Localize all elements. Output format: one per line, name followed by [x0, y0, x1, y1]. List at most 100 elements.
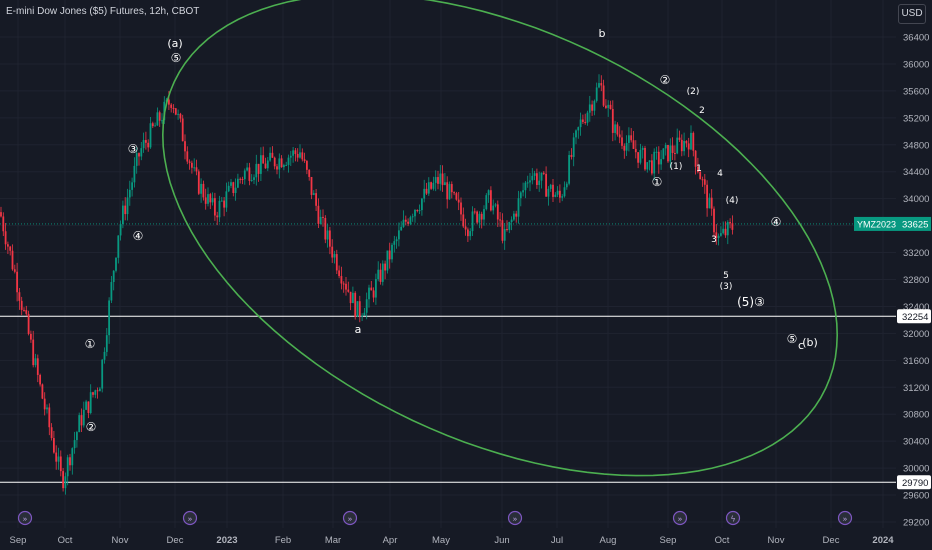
- candle-body: [395, 239, 398, 242]
- candle-body: [446, 182, 449, 200]
- candle-body: [598, 83, 600, 88]
- candle-body: [568, 155, 570, 184]
- candle-body: [570, 155, 573, 157]
- events-icon[interactable]: [342, 510, 358, 526]
- candle-body: [398, 230, 400, 240]
- candle-body: [499, 219, 501, 221]
- candle-body: [685, 140, 688, 144]
- candle-body: [713, 208, 715, 233]
- candle-body: [103, 351, 106, 360]
- candle-body: [616, 124, 619, 135]
- events-icon[interactable]: [672, 510, 688, 526]
- candle-body: [172, 107, 175, 109]
- candle-body: [411, 216, 414, 218]
- events-icon[interactable]: [837, 510, 853, 526]
- grid: [0, 0, 896, 528]
- candle-body: [349, 291, 352, 304]
- events-icon[interactable]: [17, 510, 33, 526]
- candle-body: [87, 401, 90, 413]
- wave-label: ①: [652, 175, 663, 189]
- candle-body: [404, 219, 407, 222]
- candle-body: [352, 292, 354, 304]
- candle-body: [280, 158, 283, 168]
- candle-body: [448, 184, 451, 200]
- candle-body: [112, 270, 115, 283]
- candle-body: [197, 171, 200, 194]
- candle-body: [345, 283, 347, 290]
- candle-body: [667, 144, 669, 162]
- candle-body: [184, 141, 186, 152]
- events-icon-glyph: »: [513, 515, 518, 524]
- candle-body: [664, 144, 667, 149]
- candle-body: [94, 390, 97, 395]
- candle-body: [416, 209, 419, 211]
- candle-body: [53, 438, 55, 453]
- candle-body: [565, 183, 568, 188]
- candle-body: [522, 190, 524, 193]
- candle-body: [257, 163, 260, 174]
- candle-body: [368, 287, 370, 300]
- candle-body: [246, 167, 248, 171]
- candle-body: [577, 127, 580, 131]
- events-icon[interactable]: [182, 510, 198, 526]
- candle-body: [365, 299, 368, 313]
- candle-body: [450, 184, 453, 193]
- last-price-tag: [897, 216, 931, 231]
- wave-label: (b): [802, 336, 818, 349]
- candle-body: [209, 194, 212, 203]
- candle-body: [11, 250, 14, 270]
- candle-body: [710, 197, 713, 209]
- candle-body: [140, 148, 143, 157]
- candle-body: [108, 300, 110, 336]
- candle-body: [7, 244, 9, 247]
- candle-body: [671, 145, 674, 153]
- wave-label: ④: [771, 215, 782, 229]
- horizontal-line-tag: [897, 475, 931, 490]
- candle-body: [188, 161, 191, 163]
- candle-body: [32, 339, 35, 366]
- candle-body: [496, 204, 499, 220]
- candle-body: [393, 241, 396, 245]
- x-tick-label: Sep: [660, 535, 677, 546]
- events-icon[interactable]: [507, 510, 523, 526]
- candle-body: [492, 205, 495, 211]
- candle-body: [202, 183, 205, 198]
- last-price-value: 33625: [902, 219, 928, 230]
- candle-body: [639, 149, 642, 163]
- wave-label: (1): [670, 162, 683, 172]
- candle-body: [195, 167, 198, 172]
- candle-body: [467, 229, 469, 237]
- candle-body: [181, 118, 184, 142]
- candle-body: [563, 187, 566, 197]
- wave-label: (4): [726, 196, 739, 206]
- candle-body: [253, 177, 255, 180]
- horizontal-line-value: 29790: [902, 478, 928, 489]
- candle-body: [503, 229, 506, 241]
- candle-body: [457, 199, 460, 203]
- candle-body: [519, 192, 522, 199]
- currency-button[interactable]: USD: [898, 4, 926, 24]
- candle-body: [154, 125, 156, 127]
- candle-body: [36, 358, 39, 375]
- time-axis[interactable]: Sep Oct Nov Dec 2023 Feb Mar Apr May Jun Jul Aug Sep…: [10, 535, 895, 546]
- wave-label: a: [355, 323, 362, 336]
- flash-icon[interactable]: [725, 510, 741, 526]
- candle-body: [299, 152, 301, 158]
- candle-body: [243, 170, 246, 180]
- price-axis[interactable]: 29200 29600 30000 30400 30800 31200 31600 32000…: [854, 33, 931, 529]
- candle-body: [634, 148, 637, 153]
- candle-body: [340, 276, 343, 284]
- candle-body: [312, 193, 315, 195]
- x-tick-label: Jul: [551, 535, 563, 546]
- candle-body: [455, 193, 458, 200]
- candle-body: [462, 214, 465, 227]
- candle-body: [427, 182, 430, 194]
- candle-body: [423, 188, 426, 199]
- candle-body: [301, 152, 304, 160]
- candle-body: [128, 189, 131, 198]
- candle-body: [478, 213, 481, 223]
- candle-body: [177, 113, 179, 115]
- candle-body: [531, 175, 534, 181]
- candles: [0, 74, 734, 495]
